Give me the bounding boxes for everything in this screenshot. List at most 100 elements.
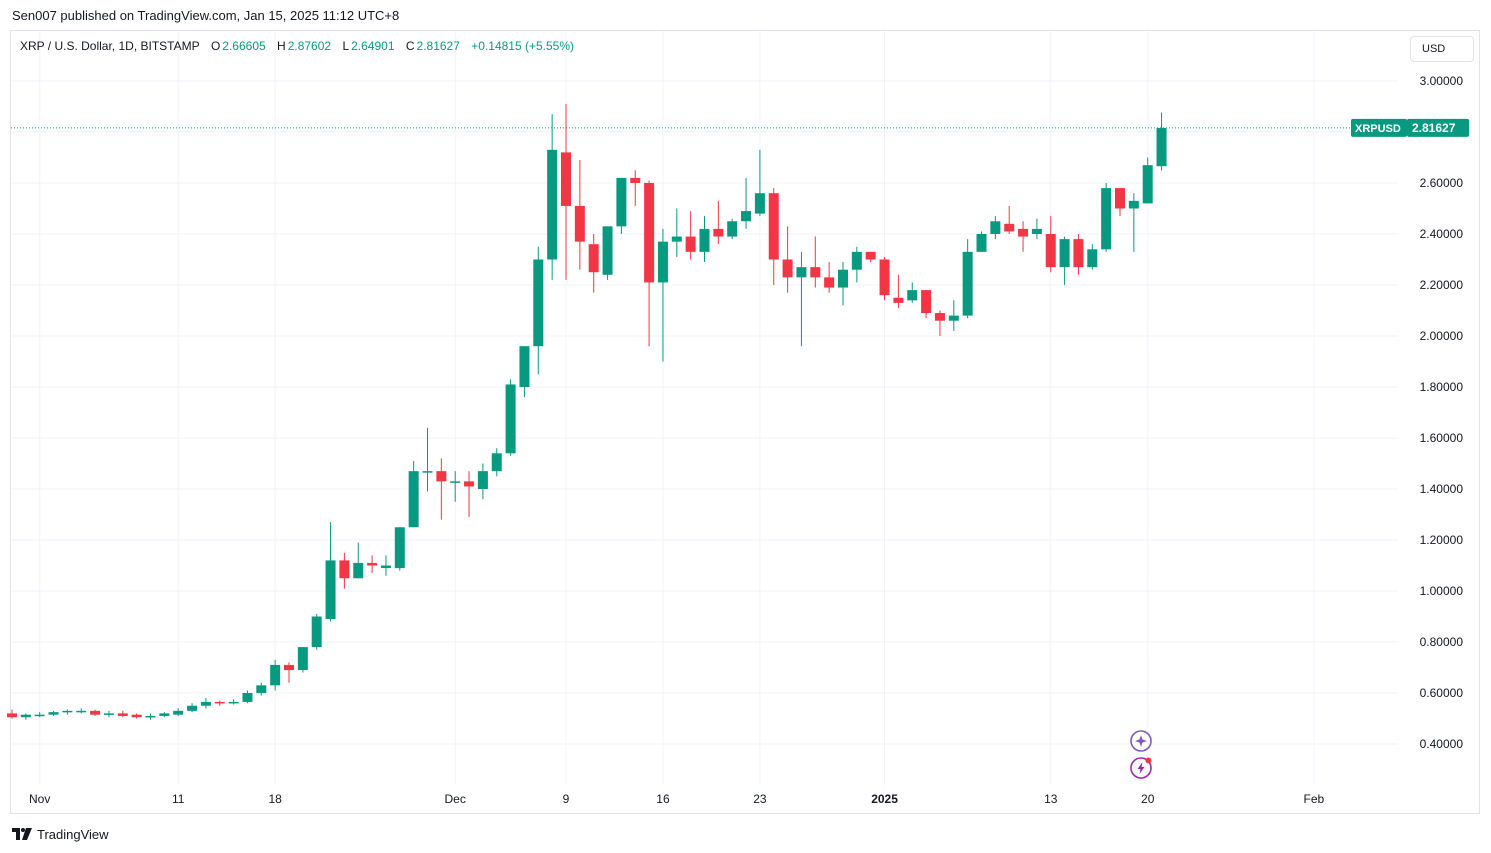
time-axis-label: 13	[1044, 792, 1058, 806]
candle	[1045, 216, 1056, 273]
candle-body	[657, 241, 668, 283]
candle	[519, 346, 530, 398]
candle-body	[367, 562, 378, 566]
flash-icon[interactable]	[1130, 757, 1152, 779]
candle	[450, 471, 461, 502]
price-axis-label: 2.00000	[1420, 329, 1464, 343]
candle	[76, 708, 87, 714]
candle	[561, 103, 571, 280]
candle	[768, 188, 779, 285]
candle	[838, 262, 848, 306]
candle	[408, 460, 419, 528]
tradingview-logo[interactable]: TradingView	[12, 826, 109, 842]
candle-body	[505, 384, 516, 454]
price-axis-label: 1.20000	[1420, 533, 1464, 547]
candle-body	[145, 715, 156, 718]
candle-body	[325, 560, 336, 620]
candle-body	[214, 701, 225, 704]
candle-body	[838, 269, 848, 288]
price-axis-label: 2.40000	[1420, 227, 1464, 241]
time-axis-label: 16	[656, 792, 670, 806]
candle	[380, 555, 391, 576]
candle	[602, 226, 613, 280]
candle	[1101, 183, 1112, 252]
candle	[339, 552, 350, 589]
candle-body	[117, 713, 128, 716]
candle	[464, 471, 475, 518]
candle	[159, 712, 170, 718]
candle-body	[242, 693, 253, 702]
price-tag-symbol: XRPUSD	[1355, 123, 1401, 135]
tradingview-icon	[12, 828, 32, 840]
candle	[865, 251, 876, 263]
candle-body	[1018, 228, 1029, 237]
candle	[436, 458, 447, 520]
candle	[1004, 205, 1015, 234]
candle-body	[1128, 200, 1139, 209]
candle-body	[907, 290, 918, 301]
legend-open-value: 2.66605	[222, 39, 266, 53]
candle	[533, 246, 544, 375]
legend-open-label: O	[210, 39, 221, 53]
candle	[20, 713, 31, 720]
candle-body	[339, 560, 350, 579]
candle-body	[270, 664, 281, 686]
candle	[796, 251, 807, 347]
candle	[1115, 188, 1125, 217]
candle-body	[173, 710, 184, 715]
candle-body	[1156, 127, 1167, 167]
candle	[200, 698, 211, 709]
candle	[422, 427, 433, 492]
candle	[1142, 157, 1153, 204]
candle-body	[1101, 188, 1112, 250]
candle	[353, 542, 364, 579]
candle	[990, 216, 1001, 240]
currency-button[interactable]: USD	[1410, 36, 1474, 62]
candle	[644, 180, 655, 347]
candle-body	[297, 647, 308, 671]
time-axis-label: Nov	[29, 792, 50, 806]
candle	[976, 231, 987, 252]
sparkle-icon[interactable]	[1130, 730, 1152, 752]
price-axis-label: 0.80000	[1420, 635, 1464, 649]
candle	[1018, 221, 1029, 252]
candle-body	[685, 236, 696, 252]
price-axis-label: 2.20000	[1420, 278, 1464, 292]
candle	[491, 448, 502, 477]
candle-body	[311, 616, 322, 648]
candle-body	[408, 471, 419, 528]
price-tag-symbol-bg	[1351, 118, 1407, 137]
candle-body	[699, 228, 710, 252]
candle-body	[810, 267, 821, 278]
time-axis-label: 23	[753, 792, 767, 806]
candle	[7, 709, 17, 719]
legend-low-label: L	[342, 39, 350, 53]
price-tag-value: 2.81627	[1412, 121, 1456, 135]
candle-body	[865, 251, 876, 260]
candle	[117, 710, 128, 718]
price-axis-label: 1.60000	[1420, 431, 1464, 445]
candle	[103, 710, 114, 718]
time-axis-label: 11	[172, 792, 185, 806]
candle	[1087, 244, 1098, 270]
candle	[547, 114, 558, 280]
candle-body	[34, 714, 45, 717]
candle-body	[103, 713, 114, 715]
time-axis-label: Feb	[1304, 792, 1325, 806]
candle	[1059, 236, 1070, 285]
legend-close-value: 2.81627	[416, 39, 460, 53]
candle	[934, 310, 945, 336]
candle-body	[1073, 239, 1084, 268]
tradingview-brand: TradingView	[37, 826, 109, 842]
candle-body	[713, 228, 724, 237]
candle	[879, 256, 890, 301]
candle-body	[48, 712, 59, 715]
candle-body	[1045, 234, 1056, 268]
candle-body	[741, 211, 752, 222]
candle-body	[90, 710, 101, 715]
candle-body	[990, 221, 1001, 234]
candle	[685, 211, 696, 260]
candle-body	[380, 565, 391, 569]
candle-body	[1115, 188, 1125, 209]
